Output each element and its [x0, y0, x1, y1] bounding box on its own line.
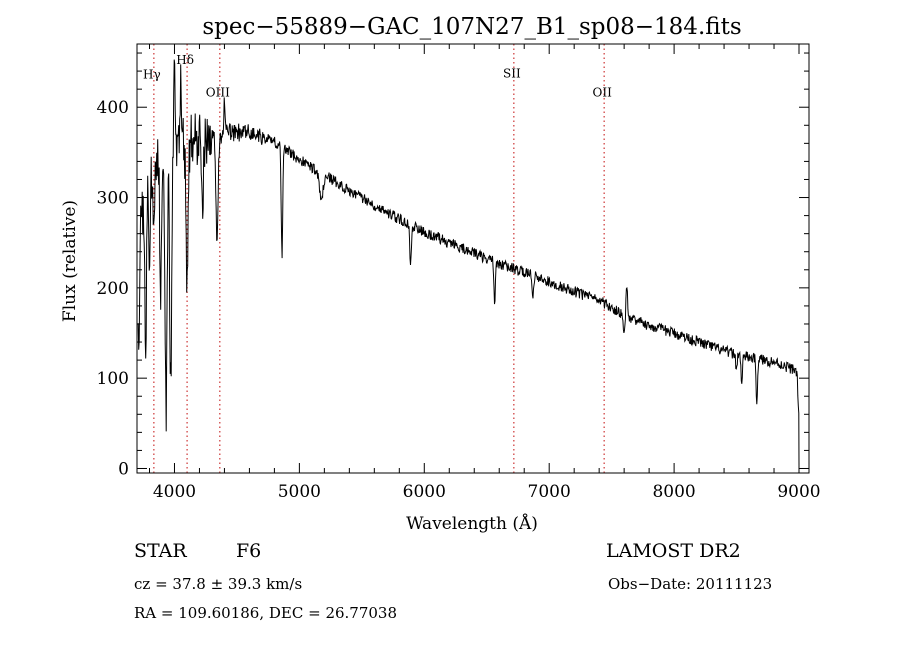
spectral-line-label: OII [592, 85, 612, 99]
y-axis-label: Flux (relative) [60, 200, 80, 322]
spectral-line-label: Hγ [143, 67, 161, 81]
spectral-line-labels: Hγ Hδ OIII SII OII [143, 53, 612, 100]
x-tick-label: 4000 [153, 482, 196, 502]
spectral-line-label: SII [503, 66, 521, 80]
axis-ticks [137, 44, 809, 473]
coordinates: RA = 109.60186, DEC = 26.77038 [134, 604, 398, 622]
x-tick-label: 9000 [777, 482, 820, 502]
spectral-line-label: OIII [206, 85, 230, 99]
axis-tick-labels: 4000 5000 6000 7000 8000 9000 0 100 200 300 400 [97, 98, 821, 502]
x-axis-label: Wavelength (Å) [406, 513, 538, 534]
object-class: STAR [134, 540, 187, 562]
x-tick-label: 7000 [528, 482, 571, 502]
spectrum-line [137, 59, 800, 465]
observation-date: Obs−Date: 20111123 [608, 575, 773, 593]
survey-name: LAMOST DR2 [606, 540, 741, 562]
y-tick-label: 300 [97, 189, 129, 209]
plot-frame [136, 43, 810, 474]
y-tick-label: 0 [118, 459, 129, 479]
x-tick-label: 6000 [403, 482, 446, 502]
object-subclass: F6 [236, 540, 262, 562]
chart-title: spec−55889−GAC_107N27_B1_sp08−184.fits [202, 14, 741, 40]
y-tick-label: 100 [97, 369, 129, 389]
x-tick-label: 8000 [652, 482, 695, 502]
y-tick-label: 400 [97, 98, 129, 118]
y-tick-label: 200 [97, 279, 129, 299]
x-tick-label: 5000 [278, 482, 321, 502]
redshift-velocity: cz = 37.8 ± 39.3 km/s [134, 575, 303, 593]
spectral-line-markers [153, 44, 605, 473]
spectral-line-label: Hδ [176, 53, 194, 67]
spectrum-series [137, 59, 800, 465]
